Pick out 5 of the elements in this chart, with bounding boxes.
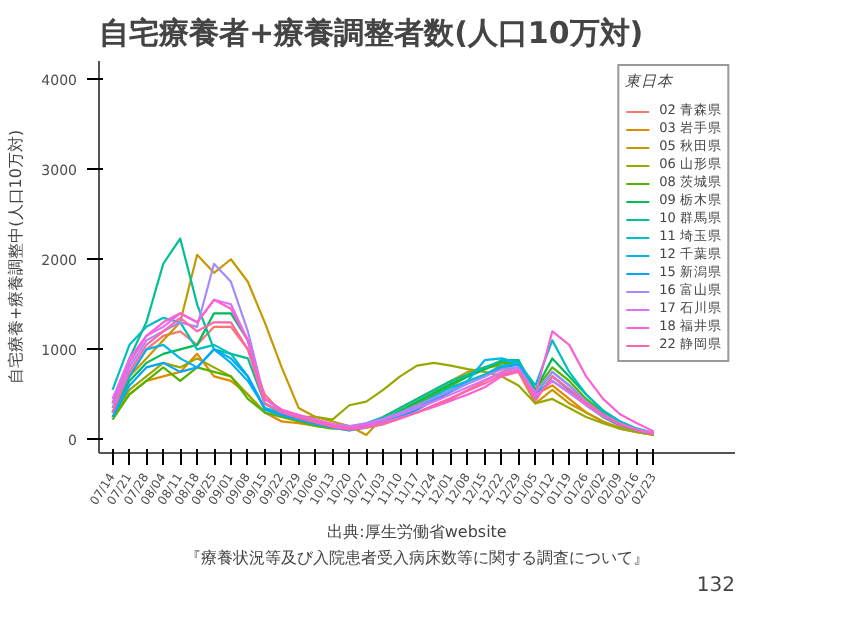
source-note: 出典:厚生労働省website: [327, 523, 507, 541]
text: 132: [696, 575, 736, 597]
y-axis-title: 自宅療養+療養調整中(人口10万対): [7, 129, 26, 385]
text: 『療養状況等及び入院患者受入病床数等に関する調査について』: [185, 549, 649, 567]
chart-title: 自宅療養者+療養調整者数(人口10万対): [99, 15, 644, 51]
